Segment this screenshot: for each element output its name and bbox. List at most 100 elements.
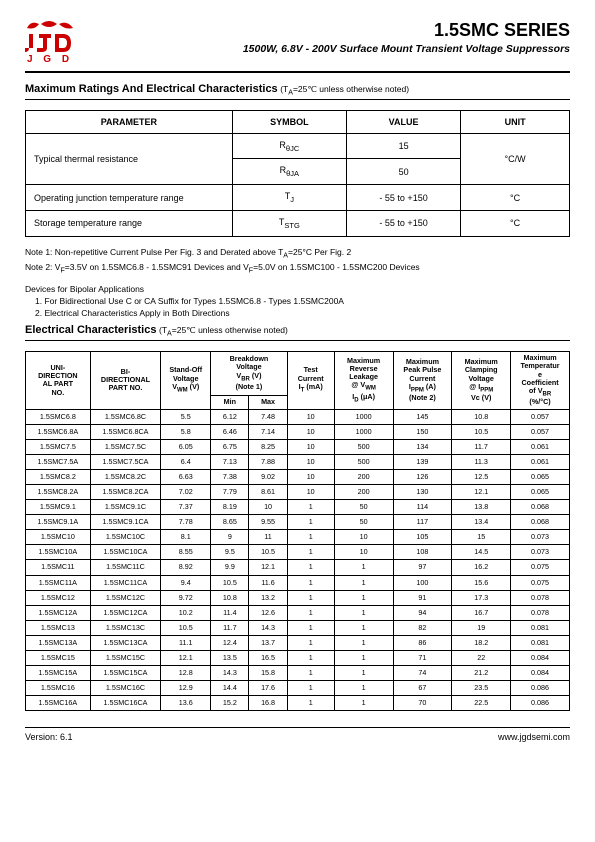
table-row: 1.5SMC9.1A1.5SMC9.1CA7.788.659.551501171… (26, 515, 570, 530)
elec-col-header: BreakdownVoltageVBR (V)(Note 1) (211, 351, 287, 395)
elec-cell: 0.081 (511, 635, 570, 650)
elec-cell: 13.6 (161, 696, 211, 711)
elec-cell: 9.4 (161, 575, 211, 590)
elec-cell: 1 (334, 605, 393, 620)
elec-cell: 6.46 (211, 424, 249, 439)
elec-cell: 0.065 (511, 469, 570, 484)
ratings-param: Storage temperature range (26, 211, 233, 237)
elec-cell: 70 (393, 696, 452, 711)
elec-cell: 12.8 (161, 666, 211, 681)
elec-cell: 1.5SMC15C (90, 650, 161, 665)
elec-cell: 126 (393, 469, 452, 484)
elec-cell: 1 (287, 620, 334, 635)
elec-cell: 0.075 (511, 575, 570, 590)
elec-cell: 1 (287, 650, 334, 665)
ratings-value: - 55 to +150 (346, 185, 460, 211)
table-row: 1.5SMC11A1.5SMC11CA9.410.511.61110015.60… (26, 575, 570, 590)
elec-cell: 1 (334, 696, 393, 711)
table-row: 1.5SMC10A1.5SMC10CA8.559.510.511010814.5… (26, 545, 570, 560)
elec-cell: 10 (287, 439, 334, 454)
notes: Note 1: Non-repetitive Current Pulse Per… (25, 247, 570, 274)
elec-cell: 94 (393, 605, 452, 620)
elec-cell: 12.4 (211, 635, 249, 650)
elec-cell: 12.1 (161, 650, 211, 665)
elec-cell: 7.13 (211, 454, 249, 469)
elec-cell: 1.5SMC15 (26, 650, 91, 665)
elec-cell: 1.5SMC13CA (90, 635, 161, 650)
elec-cell: 7.02 (161, 485, 211, 500)
elec-cell: 8.19 (211, 500, 249, 515)
table-row: 1.5SMC161.5SMC16C12.914.417.6116723.50.0… (26, 681, 570, 696)
elec-cell: 14.5 (452, 545, 511, 560)
elec-cell: 8.92 (161, 560, 211, 575)
elec-cell: 1.5SMC11A (26, 575, 91, 590)
elec-cell: 0.084 (511, 666, 570, 681)
elec-cell: 11.7 (211, 620, 249, 635)
footer-version: Version: 6.1 (25, 732, 73, 742)
elec-cell: 6.12 (211, 409, 249, 424)
elec-cell: 1.5SMC9.1 (26, 500, 91, 515)
ratings-title: Maximum Ratings And Electrical Character… (25, 83, 278, 95)
elec-cell: 14.4 (211, 681, 249, 696)
elec-cell: 11.6 (249, 575, 287, 590)
elec-cell: 0.073 (511, 545, 570, 560)
elec-cell: 1.5SMC15CA (90, 666, 161, 681)
elec-cell: 7.14 (249, 424, 287, 439)
elec-cell: 18.2 (452, 635, 511, 650)
elec-cell: 7.48 (249, 409, 287, 424)
elec-cell: 12.1 (452, 485, 511, 500)
elec-cell: 1 (334, 681, 393, 696)
elec-cell: 1 (287, 696, 334, 711)
elec-cell: 1.5SMC10C (90, 530, 161, 545)
elec-cell: 74 (393, 666, 452, 681)
elec-cell: 9.72 (161, 590, 211, 605)
elec-table: UNI-DIRECTIONAL PARTNO.BI-DIRECTIONALPAR… (25, 351, 570, 711)
elec-cell: 8.65 (211, 515, 249, 530)
elec-cell: 13.7 (249, 635, 287, 650)
elec-cell: 1 (334, 590, 393, 605)
table-row: 1.5SMC7.5A1.5SMC7.5CA6.47.137.8810500139… (26, 454, 570, 469)
ratings-note: (TA=25℃ unless otherwise noted) (280, 84, 409, 94)
elec-cell: 1 (334, 560, 393, 575)
elec-cell: 1.5SMC7.5CA (90, 454, 161, 469)
elec-cell: 1.5SMC13 (26, 620, 91, 635)
table-row: 1.5SMC111.5SMC11C8.929.912.1119716.20.07… (26, 560, 570, 575)
ratings-value: - 55 to +150 (346, 211, 460, 237)
devices-block: Devices for Bipolar Applications 1. For … (25, 284, 570, 318)
elec-cell: 10 (334, 530, 393, 545)
elec-cell: 139 (393, 454, 452, 469)
elec-cell: 1 (287, 681, 334, 696)
elec-cell: 0.086 (511, 681, 570, 696)
elec-cell: 1.5SMC6.8A (26, 424, 91, 439)
elec-cell: 9 (211, 530, 249, 545)
elec-cell: 114 (393, 500, 452, 515)
elec-cell: 16.5 (249, 650, 287, 665)
elec-cell: 7.37 (161, 500, 211, 515)
elec-title: Electrical Characteristics (25, 324, 156, 336)
elec-cell: 1.5SMC8.2A (26, 485, 91, 500)
elec-cell: 1.5SMC7.5C (90, 439, 161, 454)
elec-col-header: Stand-OffVoltageVWM (V) (161, 351, 211, 409)
elec-cell: 22.5 (452, 696, 511, 711)
elec-cell: 1.5SMC12A (26, 605, 91, 620)
ratings-symbol: TJ (232, 185, 346, 211)
elec-cell: 10 (287, 485, 334, 500)
elec-col-header: MaximumPeak PulseCurrentIPPM (A)(Note 2) (393, 351, 452, 409)
elec-note: (TA=25℃ unless otherwise noted) (159, 325, 288, 335)
elec-cell: 10 (249, 500, 287, 515)
elec-cell: 1000 (334, 409, 393, 424)
elec-cell: 1.5SMC11 (26, 560, 91, 575)
table-row: 1.5SMC6.8A1.5SMC6.8CA5.86.467.1410100015… (26, 424, 570, 439)
elec-cell: 10.8 (211, 590, 249, 605)
elec-cell: 1.5SMC16 (26, 681, 91, 696)
elec-cell: 1 (287, 500, 334, 515)
elec-cell: 11.3 (452, 454, 511, 469)
elec-cell: 10 (334, 545, 393, 560)
elec-cell: 8.1 (161, 530, 211, 545)
footer: Version: 6.1 www.jgdsemi.com (25, 727, 570, 742)
ratings-symbol: TSTG (232, 211, 346, 237)
elec-cell: 1.5SMC11CA (90, 575, 161, 590)
elec-cell: 1.5SMC7.5 (26, 439, 91, 454)
elec-cell: 14.3 (211, 666, 249, 681)
elec-cell: 9.5 (211, 545, 249, 560)
